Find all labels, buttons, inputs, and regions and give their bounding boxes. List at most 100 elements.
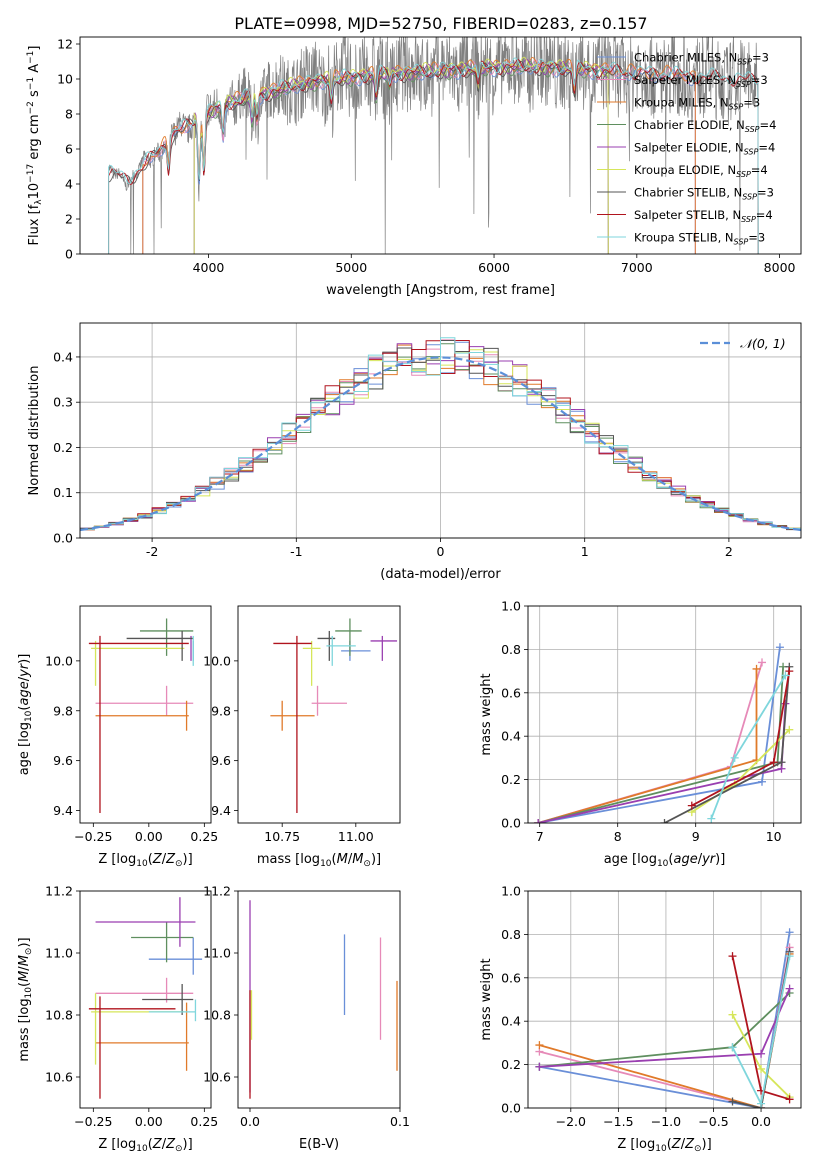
mass-weight-marker (785, 952, 794, 961)
legend-entry: Salpeter ELODIE, NSSP=4 (634, 141, 775, 157)
mass-weight-line (664, 666, 791, 823)
x-tick-label: 9 (692, 829, 700, 844)
y-tick-label: 12 (57, 37, 73, 52)
age-vs-z-xlabel: Z [log10(Z/Z⊙)] (98, 852, 192, 869)
x-tick-label: 0.00 (135, 829, 163, 844)
x-tick-label: 7000 (621, 260, 653, 275)
mass_weight_vs_age-ylabel: mass weight (479, 673, 494, 755)
mass-weight-marker (758, 777, 766, 786)
plots-container: 4000 5000 6000 7000 8000024681012wavelength … (17, 37, 802, 1154)
y-tick-label: 0.2 (53, 440, 73, 455)
x-tick-label: 0 (437, 544, 445, 559)
y-tick-label: 0.4 (501, 1014, 521, 1029)
mass_weight_vs_z-ylabel: mass weight (479, 958, 494, 1040)
y-tick-label: 6 (65, 142, 73, 157)
legend-entry: Salpeter MILES, NSSP=3 (634, 73, 768, 89)
mass-weight-line (537, 668, 758, 823)
x-tick-label: 0.1 (390, 1114, 410, 1129)
age_vs_mass-frame (237, 605, 401, 824)
mass-weight-marker (757, 1049, 766, 1058)
mass-vs-z-ylabel: mass [log10(M/M⊙)] (17, 937, 34, 1061)
mass-weight-marker (728, 952, 737, 961)
y-tick-label: 10 (57, 72, 73, 87)
y-tick-label: 1.0 (501, 884, 521, 899)
mass-weight-marker (660, 819, 669, 823)
x-tick-label: 6000 (478, 260, 510, 275)
x-tick-label: 5000 (335, 260, 367, 275)
residual-xlabel: (data-model)/error (380, 567, 501, 582)
spectrum-model-line (108, 57, 759, 254)
spectrum-model-line (142, 57, 696, 254)
y-tick-label: 11.2 (45, 884, 73, 899)
y-tick-label: 8 (65, 107, 73, 122)
y-tick-label: 0.6 (501, 970, 521, 985)
y-tick-label: 0 (65, 247, 73, 262)
mass-weight-marker (757, 1064, 766, 1073)
residual-ylabel: Normed distribution (27, 366, 42, 496)
y-tick-label: 1.0 (501, 599, 521, 614)
x-tick-label: 8 (614, 829, 622, 844)
legend-entry: Salpeter STELIB, NSSP=4 (634, 208, 773, 224)
legend-entry: Chabrier MILES, NSSP=3 (634, 51, 769, 67)
ebv-xlabel: E(B-V) (299, 1137, 339, 1152)
x-tick-label: 1 (581, 544, 589, 559)
mass-weight-marker (752, 664, 761, 673)
age_vs_z-axes: −0.25 0.00 0.25 9.4 9.6 9.8 10.0 (45, 653, 218, 844)
mass-weight-marker (534, 819, 543, 823)
spectrum-ylabel: Flux [fλ10−17 erg cm−2 s−1 A−1] (26, 46, 44, 246)
figure-title: PLATE=0998, MJD=52750, FIBERID=0283, z=0… (234, 14, 647, 33)
y-tick-label: 0.8 (501, 642, 521, 657)
age-vs-z-ylabel: age [log10(age/yr)] (17, 654, 34, 776)
y-tick-label: 0.0 (53, 531, 73, 546)
y-tick-label: 0.0 (501, 1101, 521, 1116)
x-tick-label: 4000 (193, 260, 225, 275)
mass_weight_vs_age-plot-area (534, 643, 794, 823)
y-tick-label: 9.6 (53, 753, 73, 768)
gaussian-curve (80, 356, 801, 532)
y-tick-label: 9.6 (211, 753, 231, 768)
mass-weight-marker (687, 801, 696, 810)
mass-weight-marker (785, 928, 794, 937)
mass_vs_z-frame (79, 890, 212, 1109)
x-tick-label: 0.0 (240, 1114, 260, 1129)
legend-entry: Chabrier ELODIE, NSSP=4 (634, 118, 776, 134)
x-tick-label: −1.0 (651, 1114, 681, 1129)
x-tick-label: 8000 (764, 260, 796, 275)
legend-entry: Chabrier STELIB, NSSP=3 (634, 186, 774, 202)
mass-vs-z-xlabel: Z [log10(Z/Z⊙)] (98, 1137, 192, 1154)
age_vs_z-plot-area (88, 618, 194, 814)
mass_vs_z-axes: −0.25 0.00 0.25 10.6 10.8 11.0 11.2 (45, 884, 218, 1130)
y-tick-label: 11.0 (203, 946, 231, 961)
mass-weight-marker (781, 671, 790, 680)
y-tick-label: 0.6 (501, 685, 521, 700)
mass-weight-marker (535, 1062, 544, 1071)
x-tick-label: −0.5 (698, 1114, 728, 1129)
x-tick-label: 11.00 (338, 829, 374, 844)
residual-legend-entry: 𝒩(0, 1) (740, 336, 786, 351)
x-tick-label: −2.0 (556, 1114, 586, 1129)
mass_weight_vs_z-frame (527, 890, 802, 1109)
x-tick-label: 10.75 (264, 829, 300, 844)
mass-weight-marker (730, 753, 739, 762)
spectrum-xlabel: wavelength [Angstrom, rest frame] (326, 283, 555, 298)
y-tick-label: 9.4 (211, 803, 231, 818)
y-tick-label: 10.8 (45, 1008, 73, 1023)
spectrum-axes: 4000 5000 6000 7000 8000 0 2 4 6 8 10 12 (57, 37, 795, 276)
y-tick-label: 10.0 (45, 653, 73, 668)
mass-weight-marker (728, 1097, 737, 1106)
x-tick-label: 0.25 (190, 1114, 218, 1129)
residual-histogram (80, 337, 801, 530)
x-tick-label: 7 (536, 829, 544, 844)
x-tick-label: −0.25 (74, 1114, 112, 1129)
ebv-frame (237, 890, 401, 1109)
mass-weight-marker (775, 643, 784, 652)
age_vs_mass-plot-area (270, 618, 398, 814)
mass-weight-marker (728, 1010, 737, 1019)
y-tick-label: 0.0 (501, 816, 521, 831)
x-tick-label: −0.25 (74, 829, 112, 844)
mass-weight-marker (785, 984, 794, 993)
y-tick-label: 10.8 (203, 1008, 231, 1023)
spectrum-legend: Chabrier MILES, NSSP=3 Salpeter MILES, NS… (597, 51, 776, 247)
legend-entry: Kroupa STELIB, NSSP=3 (634, 231, 765, 247)
